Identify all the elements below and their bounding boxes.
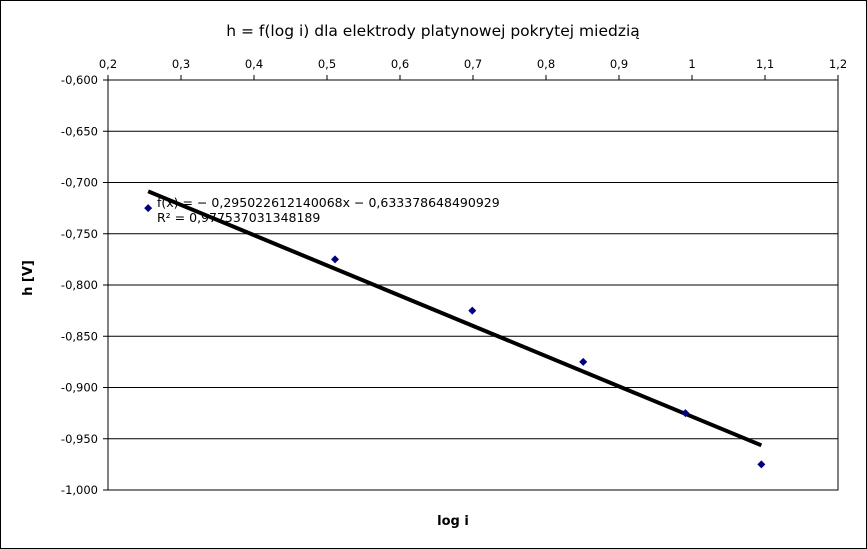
y-axis-ticks: -0,600 -0,650 -0,700 -0,750 -0,800 -0,850 -0,9… [61, 73, 108, 497]
y-tick-label: -0,800 [61, 278, 98, 292]
x-tick-label: 0,8 [537, 57, 555, 71]
y-tick-label: -1,000 [61, 483, 98, 497]
x-tick-label: 1 [688, 57, 695, 71]
x-tick-label: 0,4 [245, 57, 263, 71]
trendline [147, 189, 763, 448]
x-tick-label: 0,5 [318, 57, 336, 71]
data-point [579, 357, 588, 366]
gridlines [108, 130, 838, 440]
data-point [681, 409, 690, 418]
data-point [144, 204, 153, 213]
x-tick-label: 0,3 [172, 57, 190, 71]
trendline-r-squared: R² = 0,977537031348189 [157, 210, 320, 225]
y-tick-label: -0,950 [61, 432, 98, 446]
y-tick-label: -0,700 [61, 176, 98, 190]
x-axis-label: log i [437, 514, 469, 529]
x-tick-label: 0,6 [391, 57, 409, 71]
x-tick-label: 0,2 [99, 57, 117, 71]
x-tick-label: 1,2 [829, 57, 847, 71]
data-point [331, 255, 340, 264]
data-point [468, 306, 477, 315]
x-tick-label: 1,1 [756, 57, 774, 71]
data-point [757, 460, 766, 469]
y-tick-label: -0,850 [61, 329, 98, 343]
y-axis-label: h [V] [21, 260, 36, 296]
data-points [144, 204, 766, 469]
x-tick-label: 0,9 [610, 57, 628, 71]
x-axis-ticks: 0,2 0,3 0,4 0,5 0,6 0,7 0,8 0,9 1 1,1 1,2 [99, 57, 847, 80]
trendline-equation: f(x) = − 0,295022612140068x − 0,63337864… [157, 195, 500, 210]
y-tick-label: -0,900 [61, 381, 98, 395]
y-tick-label: -0,650 [61, 124, 98, 138]
chart-title: h = f(log i) dla elektrody platynowej po… [226, 22, 640, 40]
x-tick-label: 0,7 [464, 57, 482, 71]
y-tick-label: -0,750 [61, 227, 98, 241]
trendline-group [147, 189, 763, 448]
y-tick-label: -0,600 [61, 73, 98, 87]
